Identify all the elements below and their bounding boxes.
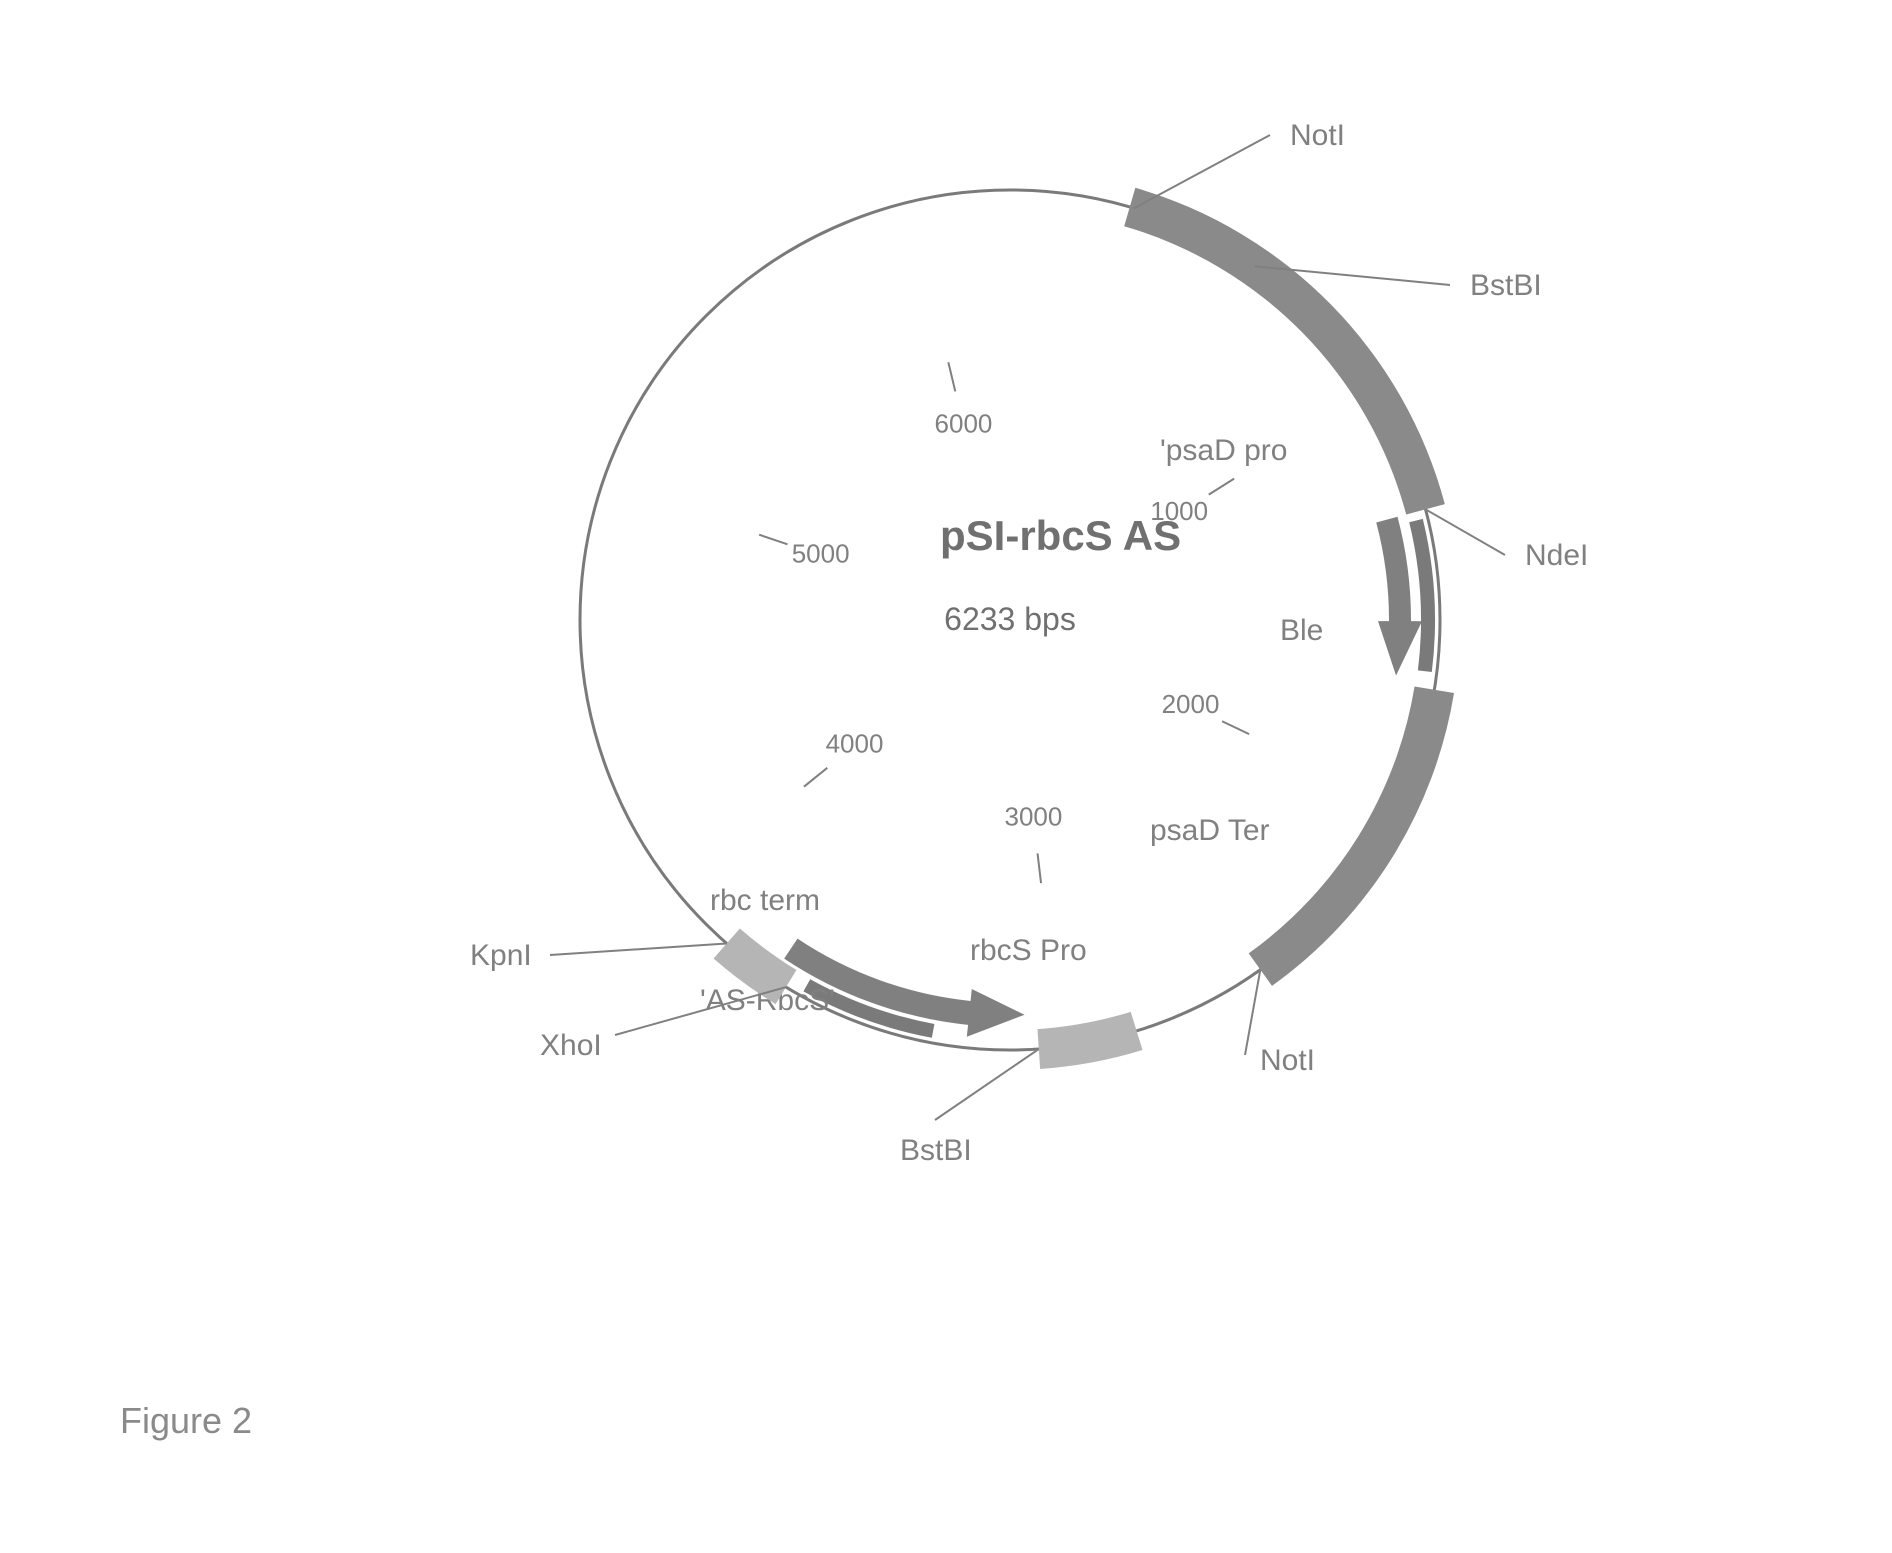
feature-label-rbc_term: rbc term <box>710 884 820 917</box>
site-leader-NotI_2 <box>1245 970 1260 1055</box>
scale-tick <box>804 768 827 787</box>
scale-tick <box>1222 721 1249 734</box>
site-label-XhoI: XhoI <box>540 1029 602 1062</box>
site-leader-BstBI_2 <box>935 1049 1039 1120</box>
scale-tick <box>759 535 787 545</box>
plasmid-map: 100020003000400050006000'psaD proBlepsaD… <box>0 0 1892 1553</box>
site-label-BstBI_1: BstBI <box>1470 269 1542 302</box>
site-leader-NotI_1 <box>1134 135 1270 208</box>
site-label-NdeI: NdeI <box>1525 539 1588 572</box>
scale-tick-label: 5000 <box>792 538 850 568</box>
plasmid-name: pSI-rbcS AS <box>940 512 1181 559</box>
site-label-NotI_2: NotI <box>1260 1044 1315 1077</box>
feature-label-psaD_Ter: psaD Ter <box>1150 814 1270 847</box>
site-leader-NdeI <box>1426 509 1505 555</box>
scale-tick-label: 4000 <box>826 729 884 759</box>
feature-label-Ble: Ble <box>1280 614 1323 647</box>
scale-tick-label: 3000 <box>1005 801 1063 831</box>
site-label-BstBI_2: BstBI <box>900 1134 972 1167</box>
feature-Ble <box>1409 519 1435 672</box>
site-leader-KpnI <box>550 943 727 955</box>
site-label-KpnI: KpnI <box>470 939 532 972</box>
feature-label-psaD_pro: 'psaD pro <box>1160 434 1287 467</box>
feature-rbcS_Pro <box>1037 1012 1142 1069</box>
scale-tick <box>1038 853 1042 883</box>
site-label-NotI_1: NotI <box>1290 119 1345 152</box>
scale-tick-label: 2000 <box>1162 689 1220 719</box>
feature-psaD_Ter <box>1249 687 1454 986</box>
plasmid-size: 6233 bps <box>944 601 1076 637</box>
figure-caption: Figure 2 <box>120 1400 252 1442</box>
feature-label-rbcS_Pro: rbcS Pro <box>970 934 1087 967</box>
scale-tick <box>1209 479 1234 495</box>
scale-tick-label: 6000 <box>935 408 993 438</box>
scale-tick <box>948 362 955 391</box>
